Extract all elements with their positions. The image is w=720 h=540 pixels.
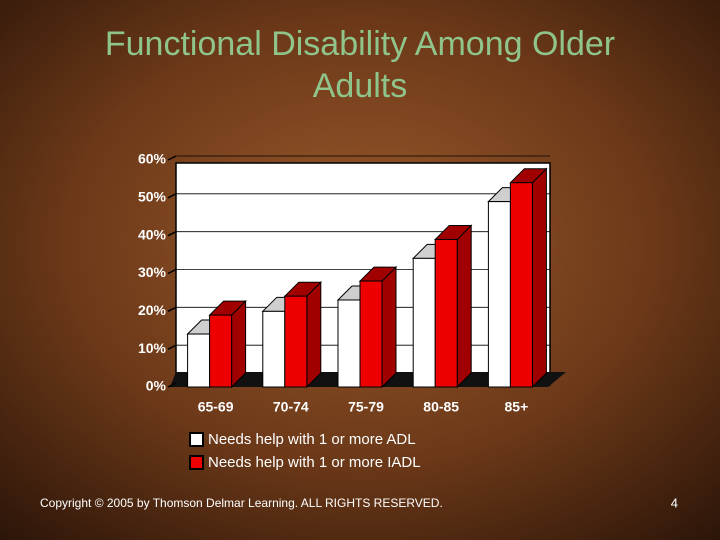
page-number: 4 xyxy=(671,495,678,510)
bar xyxy=(412,257,436,388)
y-tick-label: 60% xyxy=(138,151,167,167)
legend-swatch xyxy=(189,455,204,470)
y-tick-label: 30% xyxy=(138,264,167,280)
x-tick-label: 75-79 xyxy=(348,399,384,415)
tick-mark xyxy=(167,268,177,275)
x-tick-label: 85+ xyxy=(505,399,529,415)
legend-swatch xyxy=(189,432,204,447)
bar xyxy=(434,238,458,388)
legend-label: Needs help with 1 or more IADL xyxy=(208,454,421,471)
tick-mark xyxy=(167,344,177,350)
bar-side xyxy=(306,280,322,389)
y-tick-label: 20% xyxy=(138,302,167,318)
tick-mark xyxy=(167,306,177,313)
y-tick-label: 0% xyxy=(146,378,167,394)
x-tick-label: 80-85 xyxy=(423,399,459,415)
tick-mark xyxy=(167,193,177,199)
bar xyxy=(209,314,233,388)
bar xyxy=(359,280,383,388)
bar xyxy=(337,299,361,388)
bar-side xyxy=(381,265,397,389)
tick-mark xyxy=(167,230,177,237)
bar-side xyxy=(231,299,247,389)
bar xyxy=(187,333,211,388)
y-tick-label: 10% xyxy=(138,340,167,356)
x-tick-label: 65-69 xyxy=(198,399,234,415)
bar xyxy=(509,182,533,388)
bar xyxy=(487,201,511,388)
legend-label: Needs help with 1 or more ADL xyxy=(208,431,416,448)
bar-side xyxy=(531,167,547,389)
x-tick-label: 70-74 xyxy=(273,399,309,415)
bar xyxy=(262,310,286,388)
y-tick-label: 40% xyxy=(138,226,167,242)
chart-title: Functional Disability Among Older Adults xyxy=(105,25,615,105)
tick-mark xyxy=(167,155,177,161)
tick-mark xyxy=(167,382,177,388)
bar xyxy=(284,295,308,388)
bar-side xyxy=(456,224,472,389)
y-tick-label: 50% xyxy=(138,189,167,205)
copyright: Copyright © 2005 by Thomson Delmar Learn… xyxy=(40,496,443,510)
